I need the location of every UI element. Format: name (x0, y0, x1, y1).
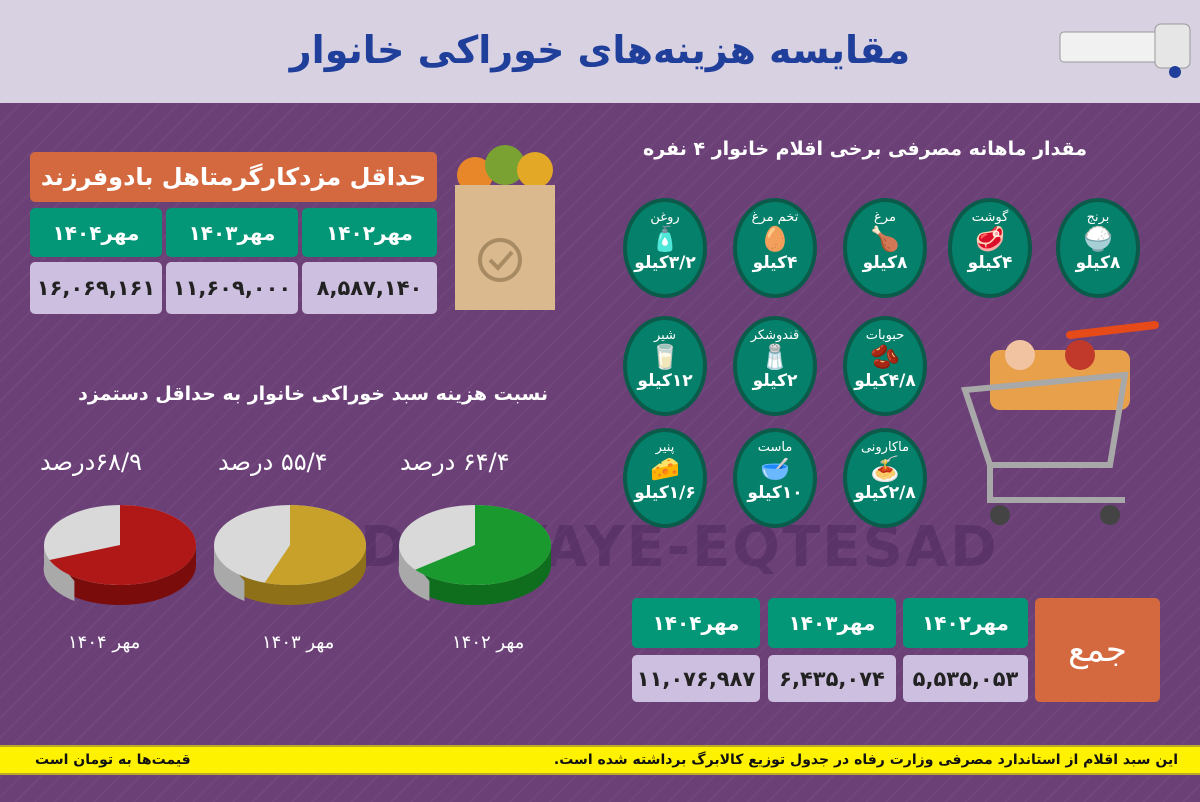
item-name: شیر (654, 328, 676, 343)
item-quantity: ۲کیلو (752, 371, 798, 391)
pie-year-1403: مهر ۱۴۰۳ (262, 632, 335, 653)
shopping-cart-icon (960, 321, 1159, 525)
pie-year-1404: مهر ۱۴۰۴ (68, 632, 141, 653)
pie-label-1402: ۶۴/۴ درصد (400, 448, 510, 476)
item-badge: مرغ 🍗 ۸کیلو (843, 198, 927, 298)
ratio-title: نسبت هزینه سبد خوراکی خانوار به حداقل دس… (78, 383, 548, 405)
rice-sack-icon: 🍚 (1083, 225, 1113, 253)
wage-value-1402: ۸,۵۸۷,۱۴۰ (302, 262, 437, 314)
pie-year-1402: مهر ۱۴۰۲ (452, 632, 525, 653)
wage-header-1402: مهر۱۴۰۲ (302, 208, 437, 257)
item-badge: گوشت 🥩 ۴کیلو (948, 198, 1032, 298)
item-badge: قندوشکر 🧂 ۲کیلو (733, 316, 817, 416)
item-badge: برنج 🍚 ۸کیلو (1056, 198, 1140, 298)
total-value-1403: ۶,۴۳۵,۰۷۴ (768, 655, 896, 702)
wage-value-1404: ۱۶,۰۶۹,۱۶۱ (30, 262, 162, 314)
item-name: مرغ (874, 210, 896, 225)
item-quantity: ۸کیلو (1075, 253, 1121, 273)
grocery-bag-icon (455, 145, 555, 310)
item-quantity: ۱/۶کیلو (634, 483, 696, 503)
item-name: تخم مرغ (751, 210, 799, 225)
item-name: گوشت (971, 210, 1009, 225)
item-badge: ماکارونی 🍝 ۲/۸کیلو (843, 428, 927, 528)
total-label: جمع (1035, 598, 1160, 702)
oil-bottle-icon: 🧴 (650, 225, 680, 253)
total-header-1402: مهر۱۴۰۲ (903, 598, 1028, 648)
item-quantity: ۳/۲کیلو (634, 253, 696, 273)
item-name: پنیر (655, 440, 675, 455)
wage-value-1403: ۱۱,۶۰۹,۰۰۰ (166, 262, 298, 314)
wage-header-1404: مهر۱۴۰۴ (30, 208, 162, 257)
ratio-pie-charts (43, 505, 551, 605)
item-badge: پنیر 🧀 ۱/۶کیلو (623, 428, 707, 528)
yogurt-icon: 🥣 (760, 455, 790, 483)
item-quantity: ۴کیلو (752, 253, 798, 273)
item-badge: ماست 🥣 ۱۰کیلو (733, 428, 817, 528)
item-quantity: ۴/۸کیلو (854, 371, 916, 391)
item-badge: حبوبات 🫘 ۴/۸کیلو (843, 316, 927, 416)
header-bar (0, 0, 1200, 103)
item-quantity: ۸کیلو (862, 253, 908, 273)
milk-icon: 🥛 (650, 343, 680, 371)
pie-slice-value (415, 505, 551, 585)
pie-label-1404: ۶۸/۹درصد (40, 448, 143, 476)
item-name: قندوشکر (750, 328, 800, 343)
currency-note: قیمت‌ها به تومان است (35, 752, 191, 768)
item-quantity: ۲/۸کیلو (854, 483, 916, 503)
item-quantity: ۴کیلو (967, 253, 1013, 273)
item-badge: شیر 🥛 ۱۲کیلو (623, 316, 707, 416)
cheese-icon: 🧀 (650, 455, 680, 483)
item-quantity: ۱۲کیلو (637, 371, 693, 391)
chicken-icon: 🍗 (870, 225, 900, 253)
pie-label-1403: ۵۵/۴ درصد (218, 448, 328, 476)
pie-slice-value (49, 505, 197, 585)
item-name: ماکارونی (860, 440, 910, 455)
total-header-1403: مهر۱۴۰۳ (768, 598, 896, 648)
total-value-1404: ۱۱,۰۷۶,۹۸۷ (632, 655, 760, 702)
item-name: روغن (650, 210, 680, 225)
item-name: ماست (757, 440, 793, 455)
item-quantity: ۱۰کیلو (747, 483, 803, 503)
sugar-icon: 🧂 (760, 343, 790, 371)
total-header-1404: مهر۱۴۰۴ (632, 598, 760, 648)
pie-slice-value (264, 505, 366, 585)
footer-bar: این سبد اقلام از استاندارد مصرفی وزارت ر… (0, 745, 1200, 775)
beans-icon: 🫘 (870, 343, 900, 371)
footer-note: این سبد اقلام از استاندارد مصرفی وزارت ر… (553, 752, 1178, 768)
items-title: مقدار ماهانه مصرفی برخی اقلام خانوار ۴ ن… (643, 138, 1087, 160)
item-name: حبوبات (865, 328, 905, 343)
wage-header-1403: مهر۱۴۰۳ (166, 208, 298, 257)
pasta-icon: 🍝 (870, 455, 900, 483)
eggs-icon: 🥚 (760, 225, 790, 253)
item-badge: تخم مرغ 🥚 ۴کیلو (733, 198, 817, 298)
item-badge: روغن 🧴 ۳/۲کیلو (623, 198, 707, 298)
item-name: برنج (1086, 210, 1110, 225)
page-title: مقایسه هزینه‌های خوراکی خانوار (289, 28, 911, 72)
wage-title: حداقل مزدکارگرمتاهل بادوفرزند (30, 152, 437, 202)
meat-icon: 🥩 (975, 225, 1005, 253)
total-value-1402: ۵,۵۳۵,۰۵۳ (903, 655, 1028, 702)
camera-icon (1059, 23, 1191, 78)
